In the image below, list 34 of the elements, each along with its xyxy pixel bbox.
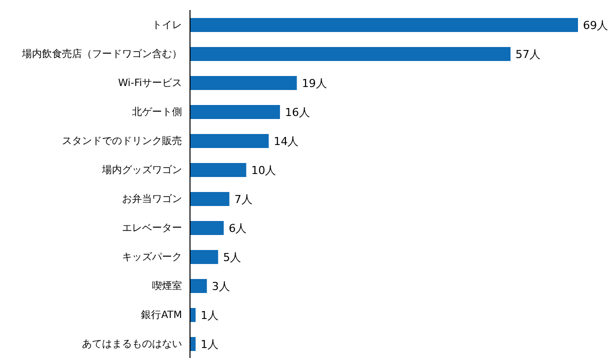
data-label: 7人 xyxy=(234,192,252,206)
data-label: 1人 xyxy=(200,338,219,351)
y-tick-label: トイレ xyxy=(152,20,182,32)
data-label: 1人 xyxy=(200,308,219,322)
data-label: 19人 xyxy=(302,76,327,90)
bar xyxy=(190,134,269,148)
y-tick-label: 喫煙室 xyxy=(152,280,182,292)
y-tick-label: 場内グッズワゴン xyxy=(101,164,182,176)
bar xyxy=(190,221,224,235)
data-label: 10人 xyxy=(251,164,276,177)
bar xyxy=(190,279,207,293)
y-tick-label: エレベーター xyxy=(122,223,182,234)
bar xyxy=(190,105,280,119)
bar xyxy=(190,163,246,177)
bar xyxy=(190,18,578,32)
data-label: 57人 xyxy=(516,48,541,61)
y-tick-label: お弁当ワゴン xyxy=(122,193,182,206)
bar xyxy=(190,76,297,90)
y-tick-label: 北ゲート側 xyxy=(132,106,182,118)
bar xyxy=(190,250,218,264)
data-label: 69人 xyxy=(583,18,608,32)
data-label: 6人 xyxy=(228,222,247,235)
y-tick-label: 銀行ATM xyxy=(141,310,182,322)
bar xyxy=(190,47,511,61)
y-tick-label: Wi-Fiサービス xyxy=(118,78,182,90)
y-tick-label: あてはまるものはない xyxy=(82,339,182,350)
data-label: 5人 xyxy=(223,250,242,264)
data-label: 3人 xyxy=(212,280,230,293)
bar xyxy=(190,192,230,206)
y-tick-label: 場内飲食売店（フードワゴン含む） xyxy=(21,48,182,60)
y-tick-label: スタンドでのドリンク販売 xyxy=(62,135,182,148)
data-label: 14人 xyxy=(274,134,299,148)
y-tick-label: キッズパーク xyxy=(122,251,182,264)
data-label: 16人 xyxy=(284,106,310,119)
